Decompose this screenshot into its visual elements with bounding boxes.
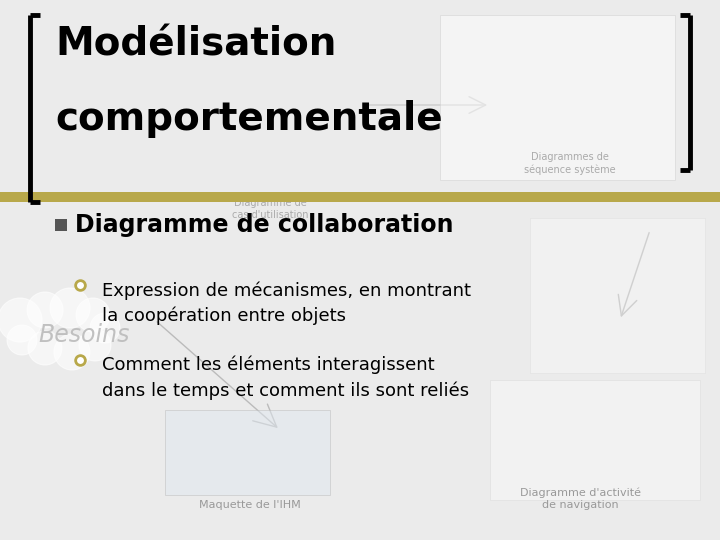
Circle shape: [79, 329, 111, 361]
Bar: [0, 192, 720, 202]
Text: Diagrammes de
séquence système: Diagrammes de séquence système: [524, 152, 616, 175]
Text: Expression de mécanismes, en montrant
la coopération entre objets: Expression de mécanismes, en montrant la…: [102, 281, 471, 325]
Circle shape: [54, 334, 90, 370]
Circle shape: [0, 298, 42, 342]
Circle shape: [90, 313, 120, 343]
Text: Modélisation: Modélisation: [55, 25, 336, 63]
Text: Diagramme d'activité
de navigation: Diagramme d'activité de navigation: [520, 487, 641, 510]
Bar: [55, 219, 67, 231]
Circle shape: [76, 298, 110, 332]
Text: Diagramme de collaboration: Diagramme de collaboration: [75, 213, 454, 237]
Text: Diagramme de
cas d'utilisation: Diagramme de cas d'utilisation: [232, 198, 308, 220]
Circle shape: [7, 325, 37, 355]
Circle shape: [50, 288, 90, 328]
Text: Besoins: Besoins: [38, 323, 130, 347]
Bar: [165, 410, 330, 495]
Circle shape: [28, 331, 62, 365]
Bar: [440, 15, 675, 180]
Text: comportementale: comportementale: [55, 100, 443, 138]
Circle shape: [27, 292, 63, 328]
Bar: [490, 380, 700, 500]
Bar: [530, 218, 705, 373]
Text: Comment les éléments interagissent
dans le temps et comment ils sont reliés: Comment les éléments interagissent dans …: [102, 356, 469, 400]
Text: Maquette de l'IHM: Maquette de l'IHM: [199, 500, 301, 510]
